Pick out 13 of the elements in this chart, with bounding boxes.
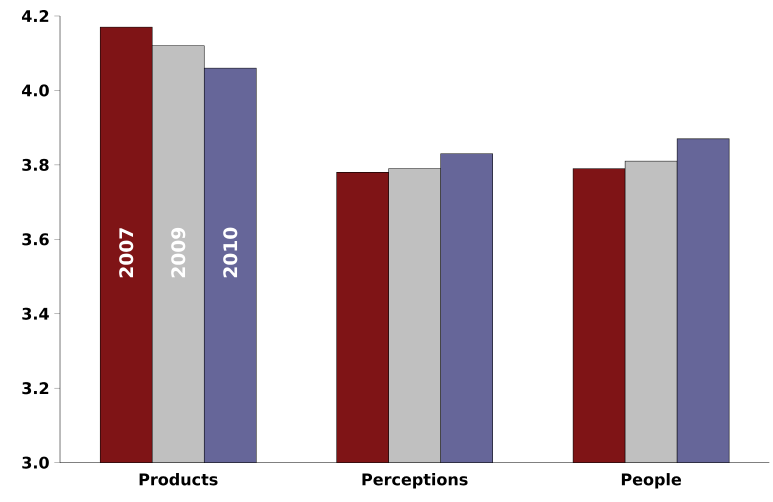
y-tick-label: 3.2 [22,382,48,394]
x-tick-label: Perceptions [362,473,468,489]
y-tick-label: 3.4 [22,308,49,320]
y-tick-label: 4.2 [22,10,48,22]
y-tick-label: 4.0 [22,84,49,96]
x-tick-label: People [622,473,682,489]
series-label: 2007 [119,228,134,278]
y-tick-label: 3.8 [22,158,49,171]
y-tick-label: 3.0 [22,456,49,469]
y-tick-label: 3.6 [22,233,49,246]
series-label: 2010 [223,228,238,278]
series-label: 2009 [171,228,186,278]
x-tick-label: Products [140,473,218,486]
